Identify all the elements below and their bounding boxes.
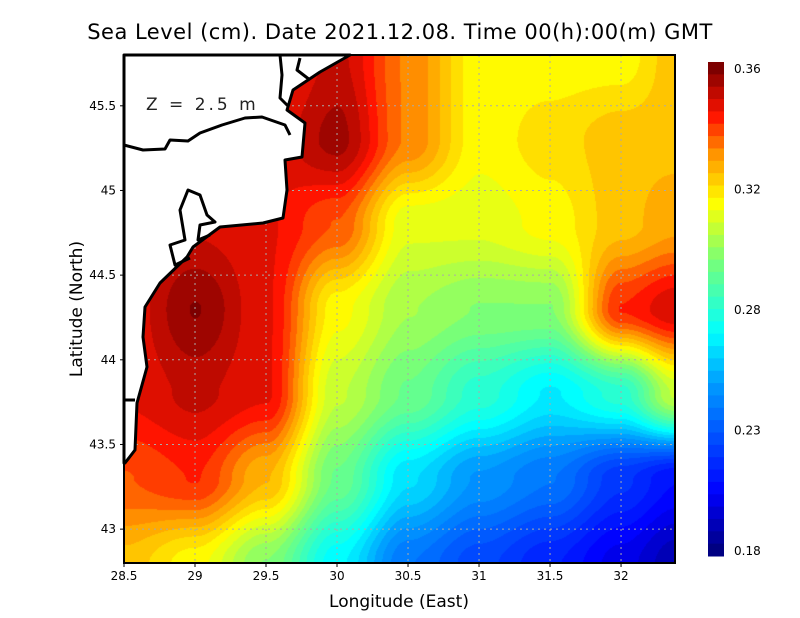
x-axis-label: Longitude (East) bbox=[329, 592, 469, 612]
colorbar-swatch bbox=[708, 518, 724, 532]
x-tick-label: 29.5 bbox=[253, 569, 280, 583]
colorbar-swatch bbox=[708, 321, 724, 335]
colorbar-swatch bbox=[708, 284, 724, 298]
y-tick-label: 44.5 bbox=[89, 268, 116, 282]
x-tick-label: 32 bbox=[613, 569, 628, 583]
colorbar-swatch bbox=[708, 420, 724, 433]
y-tick-label: 44 bbox=[101, 353, 116, 367]
colorbar-swatch bbox=[708, 333, 724, 347]
colorbar-swatch bbox=[708, 543, 724, 557]
y-tick-label: 45.5 bbox=[89, 99, 116, 113]
colorbar-swatch bbox=[708, 222, 724, 236]
colorbar-label: 0.18 bbox=[734, 544, 761, 558]
colorbar-swatch bbox=[708, 531, 724, 545]
colorbar-swatch bbox=[708, 173, 724, 186]
colorbar-swatch bbox=[708, 185, 724, 199]
colorbar-swatch bbox=[708, 432, 724, 446]
colorbar-swatch bbox=[708, 407, 724, 421]
colorbar-swatch bbox=[708, 62, 724, 75]
colorbar-swatch bbox=[708, 74, 724, 88]
colorbar-swatch bbox=[708, 123, 724, 137]
colorbar-swatch bbox=[708, 296, 724, 310]
colorbar-swatch bbox=[708, 210, 724, 224]
colorbar-swatch bbox=[708, 444, 724, 458]
colorbar-swatch bbox=[708, 111, 724, 125]
colorbar: 0.36 0.32 0.28 0.23 0.18 bbox=[708, 62, 761, 558]
x-tick-label: 29 bbox=[187, 569, 202, 583]
colorbar-swatch bbox=[708, 346, 724, 359]
colorbar-label: 0.23 bbox=[734, 424, 761, 438]
colorbar-swatch bbox=[708, 86, 724, 100]
colorbar-swatch bbox=[708, 148, 724, 162]
x-tick-label: 30.5 bbox=[395, 569, 422, 583]
colorbar-swatch bbox=[708, 358, 724, 372]
colorbar-swatch bbox=[708, 395, 724, 409]
y-tick-label: 43.5 bbox=[89, 437, 116, 451]
x-tick-label: 28.5 bbox=[111, 569, 138, 583]
colorbar-swatch bbox=[708, 271, 724, 285]
colorbar-swatch bbox=[708, 370, 724, 384]
y-axis-ticks: 45.5 45 44.5 44 43.5 43 bbox=[89, 99, 124, 536]
y-tick-label: 43 bbox=[101, 522, 116, 536]
land-mask bbox=[122, 53, 352, 465]
coastline-inland bbox=[123, 54, 311, 402]
colorbar-swatch bbox=[708, 506, 724, 520]
colorbar-swatch bbox=[708, 481, 724, 495]
colorbar-swatch bbox=[708, 247, 724, 261]
depth-label: Z = 2.5 m bbox=[146, 95, 259, 115]
colorbar-swatch bbox=[708, 234, 724, 248]
y-tick-label: 45 bbox=[101, 183, 116, 197]
colorbar-swatch bbox=[708, 136, 724, 149]
colorbar-swatch bbox=[708, 494, 724, 508]
colorbar-label: 0.28 bbox=[734, 303, 761, 317]
colorbar-label: 0.32 bbox=[734, 183, 761, 197]
colorbar-swatch bbox=[708, 383, 724, 396]
colorbar-label: 0.36 bbox=[734, 62, 761, 76]
colorbar-swatch bbox=[708, 99, 724, 112]
colorbar-swatch bbox=[708, 309, 724, 322]
colorbar-swatch bbox=[708, 469, 724, 483]
x-tick-label: 31 bbox=[471, 569, 486, 583]
colorbar-swatch bbox=[708, 259, 724, 273]
colorbar-swatch bbox=[708, 457, 724, 471]
colorbar-swatch bbox=[708, 197, 724, 211]
chart-title: Sea Level (cm). Date 2021.12.08. Time 00… bbox=[87, 20, 713, 44]
x-tick-label: 31.5 bbox=[537, 569, 564, 583]
x-axis-ticks: 28.5 29 29.5 30 30.5 31 31.5 32 bbox=[111, 563, 629, 583]
x-tick-label: 30 bbox=[329, 569, 344, 583]
colorbar-swatch bbox=[708, 160, 724, 174]
y-axis-label: Latitude (North) bbox=[67, 241, 87, 377]
plot-frame bbox=[123, 54, 676, 564]
